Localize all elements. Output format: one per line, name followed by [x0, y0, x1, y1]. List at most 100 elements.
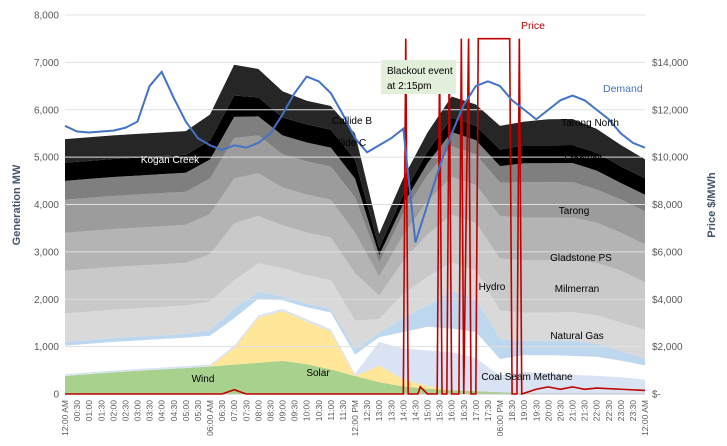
- x-tick-label: 17:00: [471, 400, 481, 422]
- callout-line-1: Blackout event: [387, 66, 453, 77]
- x-tick-label: 10:00: [302, 400, 312, 422]
- area-wind: [65, 360, 645, 394]
- x-tick-label: 23:30: [628, 400, 638, 422]
- x-tick-label: 05:00: [181, 400, 191, 422]
- x-tick-label: 15:30: [435, 400, 445, 422]
- area-tarong: [65, 173, 645, 296]
- x-tick-label: 07:00: [229, 400, 239, 422]
- area-milmerran: [65, 262, 645, 359]
- x-tick-label: 02:00: [108, 400, 118, 422]
- x-tick-label: 19:00: [519, 400, 529, 422]
- x-tick-label: 06:00 AM: [205, 400, 215, 436]
- price-line: [65, 37, 646, 396]
- area-stanwell: [65, 135, 645, 277]
- x-tick-label: 13:00: [374, 400, 384, 422]
- y2-tick-label: $4,000: [652, 295, 683, 306]
- y-axis-right-ticks: $- $2,000 $4,000 $6,000 $8,000 $10,000 $12,000…: [652, 58, 689, 401]
- callout-line-2: at 2:15pm: [387, 81, 431, 92]
- x-tick-label: 11:00: [326, 400, 336, 421]
- y2-tick-label: $14,000: [652, 58, 689, 69]
- annotation-gladstone-ps: Gladstone PS: [550, 253, 612, 264]
- y2-tick-label: $6,000: [652, 247, 683, 258]
- x-axis-ticks: 12:00 AM 00:30 01:00 01:30 02:00 02:30 03:00 03…: [60, 400, 650, 437]
- annotation-coal-seam-methane: Coal Seam Methane: [481, 372, 573, 383]
- area-gladstone-ps: [65, 214, 645, 330]
- x-tick-label: 10:30: [314, 400, 324, 422]
- x-tick-label: 04:30: [169, 400, 179, 422]
- x-tick-label: 09:30: [290, 400, 300, 422]
- annotation-tarong-north: Tarong North: [561, 118, 619, 129]
- x-tick-label: 02:30: [120, 400, 130, 422]
- x-tick-label: 11:30: [338, 400, 348, 421]
- x-tick-label: 06:30: [217, 400, 227, 422]
- x-tick-label: 00:30: [72, 400, 82, 422]
- x-tick-label: 21:00: [568, 400, 578, 422]
- annotation-solar: Solar: [306, 368, 330, 379]
- x-tick-label: 22:30: [604, 400, 614, 422]
- annotation-kogan-creek: Kogan Creek: [141, 155, 200, 166]
- y-tick-label: 7,000: [34, 58, 59, 69]
- x-tick-label: 03:00: [133, 400, 143, 422]
- annotation-stanwell: Stanwell: [564, 154, 602, 165]
- callout-box: [381, 60, 456, 94]
- y-axis-left-ticks: 0 1,000 2,000 3,000 4,000 5,000 6,000 7,000 8,00…: [34, 11, 59, 401]
- x-tick-label: 09:00: [278, 400, 288, 422]
- annotation-callide-c: Callide C: [326, 138, 367, 149]
- x-tick-label: 20:30: [555, 400, 565, 422]
- y-tick-label: 6,000: [34, 105, 59, 116]
- x-tick-label: 15:00: [423, 400, 433, 422]
- x-tick-label: 04:00: [157, 400, 167, 422]
- legend-price: Price: [521, 20, 545, 32]
- x-tick-label: 05:30: [193, 400, 203, 422]
- x-tick-label: 16:00: [447, 400, 457, 422]
- x-tick-label: 13:30: [386, 400, 396, 422]
- annotation-milmerran: Milmerran: [555, 284, 599, 295]
- x-tick-label: 08:30: [265, 400, 275, 422]
- y2-tick-label: $10,000: [652, 153, 689, 164]
- area-annotations: Kogan Creek Callide B Callide C Tarong Nort…: [141, 116, 619, 385]
- x-tick-label: 08:00: [253, 400, 263, 422]
- x-tick-label: 06:00 PM: [495, 400, 505, 436]
- stacked-generation-areas: [65, 64, 645, 394]
- x-tick-label: 03:30: [145, 400, 155, 422]
- x-tick-label: 07:30: [241, 400, 251, 422]
- y2-tick-label: $12,000: [652, 105, 689, 116]
- x-tick-label: 14:00: [398, 400, 408, 422]
- x-tick-label: 21:30: [580, 400, 590, 422]
- demand-line: [64, 70, 646, 243]
- x-tick-label: 14:30: [410, 400, 420, 422]
- area-callide-b: [65, 64, 645, 249]
- annotation-callide-b: Callide B: [332, 116, 372, 127]
- x-tick-label: 19:30: [531, 400, 541, 422]
- y2-tick-label: $-: [652, 390, 661, 401]
- x-tick-label: 12:00 PM: [350, 400, 360, 436]
- x-tick-label: 12:00 AM: [640, 400, 650, 436]
- y2-tick-label: $2,000: [652, 342, 683, 353]
- x-tick-label: 01:00: [84, 400, 94, 422]
- x-tick-label: 23:00: [616, 400, 626, 422]
- y-axis-left-title: Generation MW: [11, 164, 23, 245]
- x-tick-label: 01:30: [96, 400, 106, 422]
- y-tick-label: 1,000: [34, 342, 59, 353]
- legend-demand: Demand: [603, 83, 643, 95]
- y2-tick-label: $8,000: [652, 200, 683, 211]
- area-callide-c: [65, 95, 645, 256]
- y-axis-right-title: Price $/MWh: [706, 172, 718, 238]
- x-tick-label: 17:30: [483, 400, 493, 422]
- y-tick-label: 0: [53, 390, 59, 401]
- annotation-hydro: Hydro: [479, 282, 506, 293]
- y-tick-label: 3,000: [34, 247, 59, 258]
- annotation-tarong: Tarong: [559, 206, 590, 217]
- x-tick-label: 12:30: [362, 400, 372, 422]
- x-tick-label: 20:00: [543, 400, 553, 422]
- y-tick-label: 5,000: [34, 153, 59, 164]
- area-coal-seam-methane: [65, 308, 645, 394]
- area-natural-gas: [65, 298, 645, 380]
- area-tarong-north: [65, 116, 645, 263]
- x-tick-label: 22:00: [592, 400, 602, 422]
- annotation-wind: Wind: [192, 374, 215, 385]
- y-tick-label: 4,000: [34, 200, 59, 211]
- y-tick-label: 2,000: [34, 295, 59, 306]
- x-tick-label: 12:00 AM: [60, 400, 70, 436]
